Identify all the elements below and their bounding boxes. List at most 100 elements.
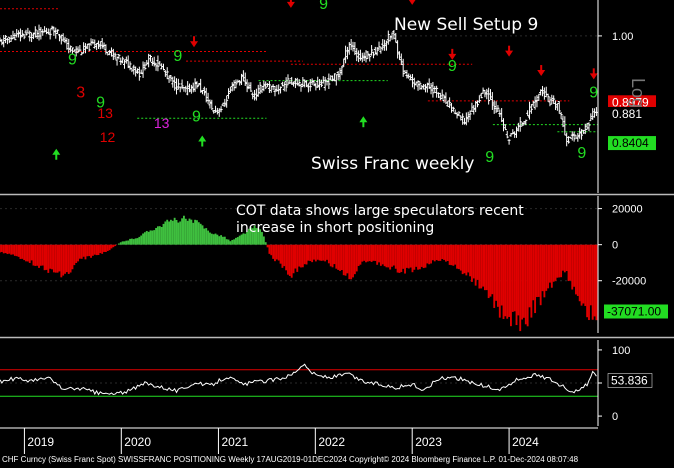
cot-bar bbox=[335, 244, 338, 269]
cot-bar bbox=[519, 244, 522, 332]
cot-bar bbox=[95, 244, 98, 256]
cot-bar bbox=[257, 227, 260, 245]
td-count-label: 9 bbox=[68, 51, 77, 68]
cot-bar bbox=[123, 241, 126, 245]
arrow-stem bbox=[362, 121, 365, 128]
cot-bar bbox=[528, 244, 531, 308]
cot-bar bbox=[305, 244, 308, 265]
cot-bar bbox=[366, 244, 369, 262]
cot-bar bbox=[287, 244, 289, 275]
cot-bar bbox=[530, 244, 533, 318]
cot-bar bbox=[493, 244, 496, 308]
cot-bar bbox=[6, 244, 9, 255]
cot-bar bbox=[337, 244, 340, 270]
cot-bar bbox=[571, 244, 574, 290]
cot-bar bbox=[129, 238, 131, 245]
cot-bar bbox=[158, 226, 161, 245]
td-count-label: 13 bbox=[97, 105, 113, 121]
cot-bar bbox=[582, 244, 585, 304]
td-count-label: 9 bbox=[192, 109, 201, 126]
cot-bar bbox=[370, 244, 373, 262]
cot-bar bbox=[489, 244, 492, 297]
cot-bar bbox=[541, 244, 544, 292]
cot-bar bbox=[164, 221, 167, 245]
cot-bar bbox=[502, 244, 505, 320]
cot-bar bbox=[318, 244, 321, 261]
cot-bar bbox=[125, 240, 128, 245]
cot-bar bbox=[160, 227, 163, 245]
cot-bar bbox=[320, 244, 323, 261]
cot-bar bbox=[156, 226, 159, 245]
cot-bar bbox=[298, 244, 301, 267]
cot-bar bbox=[552, 244, 555, 282]
cot-bar bbox=[290, 244, 293, 278]
cot-bar bbox=[313, 244, 315, 260]
cot-bar bbox=[300, 244, 302, 268]
cot-bar bbox=[255, 228, 258, 245]
sell-arrow-marker bbox=[505, 50, 514, 57]
cot-bar bbox=[199, 223, 202, 245]
cot-bar bbox=[340, 244, 343, 271]
cot-bar bbox=[67, 244, 70, 274]
rsi-tick-label: 0 bbox=[612, 411, 618, 423]
cot-bar bbox=[104, 244, 107, 252]
cot-bar bbox=[467, 244, 470, 273]
cot-bar bbox=[470, 244, 473, 282]
cot-bar bbox=[220, 235, 223, 245]
cot-bar bbox=[212, 234, 215, 245]
cot-bar bbox=[508, 244, 511, 317]
cot-bar bbox=[218, 236, 221, 245]
price-flag-box bbox=[608, 106, 656, 121]
cot-bar bbox=[482, 244, 485, 287]
cot-annotation: COT data shows large speculators recent … bbox=[236, 203, 524, 237]
cot-bar bbox=[194, 219, 197, 245]
cot-bar bbox=[227, 239, 230, 245]
cot-bar bbox=[140, 235, 143, 245]
cot-bar bbox=[560, 244, 563, 278]
cot-bar bbox=[90, 244, 92, 258]
cot-bar bbox=[88, 244, 91, 257]
arrow-stem bbox=[540, 65, 543, 72]
cot-bar bbox=[275, 244, 278, 260]
cot-bar bbox=[350, 244, 353, 280]
cot-bar bbox=[556, 244, 559, 278]
arrow-stem bbox=[55, 153, 58, 160]
cot-bar bbox=[504, 244, 507, 317]
cot-bar bbox=[413, 244, 416, 270]
cot-bar bbox=[562, 244, 564, 271]
cot-annotation-line-1: COT data shows large speculators recent bbox=[236, 203, 524, 219]
cot-bar bbox=[21, 244, 24, 259]
cot-bar bbox=[511, 244, 514, 312]
cot-bar bbox=[396, 244, 399, 273]
cot-bar bbox=[339, 244, 341, 271]
rsi-last-value-label: 53.836 bbox=[611, 373, 648, 387]
cot-bar bbox=[225, 239, 228, 245]
cot-bar bbox=[143, 232, 146, 245]
cot-bar bbox=[392, 244, 395, 266]
arrow-stem bbox=[451, 48, 454, 55]
cot-bar bbox=[0, 244, 1, 253]
cot-bar bbox=[422, 244, 425, 269]
cot-bar bbox=[236, 237, 239, 245]
cot-bar bbox=[461, 244, 464, 275]
cot-bar bbox=[426, 244, 429, 264]
cot-bar bbox=[196, 220, 198, 245]
cot-bar bbox=[444, 244, 447, 262]
cot-bar bbox=[0, 244, 3, 252]
cot-bar bbox=[69, 244, 72, 273]
cot-bar bbox=[431, 244, 434, 261]
cot-bar bbox=[52, 244, 55, 273]
cot-bar bbox=[303, 244, 306, 265]
cot-bar bbox=[589, 244, 592, 306]
arrow-stem bbox=[193, 36, 196, 43]
cot-bar bbox=[506, 244, 509, 319]
cot-bar bbox=[292, 244, 295, 274]
cot-bar bbox=[398, 244, 401, 273]
cot-bar bbox=[8, 244, 11, 254]
cot-bar bbox=[463, 244, 466, 274]
cot-bar bbox=[521, 244, 524, 320]
cot-bar bbox=[550, 244, 553, 288]
cot-bar bbox=[134, 238, 137, 245]
cot-bar bbox=[441, 244, 444, 259]
cot-bar bbox=[567, 244, 570, 282]
